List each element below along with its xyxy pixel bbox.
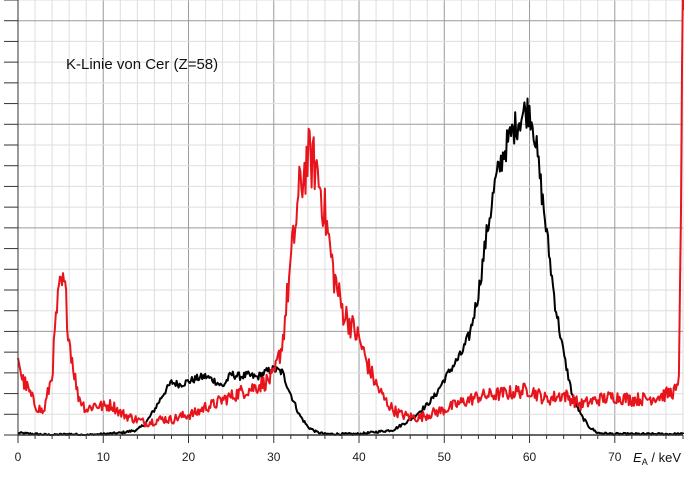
- series-line-red: [17, 0, 684, 428]
- x-axis-label-unit: / keV: [648, 450, 682, 465]
- series-line-black: [17, 97, 684, 436]
- x-tick-label: 70: [608, 450, 622, 464]
- x-tick-label: 30: [267, 450, 281, 464]
- chart-series-group: [17, 0, 684, 436]
- x-tick-label: 40: [352, 450, 366, 464]
- chart-axes: [4, 0, 684, 443]
- x-tick-labels: 0 10 20 30 40 50 60 70: [15, 450, 622, 464]
- chart-grid: [17, 0, 684, 436]
- x-axis-label-symbol: E: [633, 450, 642, 465]
- x-axis-label: EA / keV: [633, 450, 681, 467]
- chart-annotation: K-Linie von Cer (Z=58): [66, 56, 218, 73]
- x-axis-label-subscript: A: [642, 457, 648, 467]
- x-tick-label: 10: [97, 450, 111, 464]
- x-tick-label: 0: [15, 450, 22, 464]
- x-tick-label: 50: [438, 450, 452, 464]
- x-tick-label: 60: [523, 450, 537, 464]
- x-tick-label: 20: [182, 450, 196, 464]
